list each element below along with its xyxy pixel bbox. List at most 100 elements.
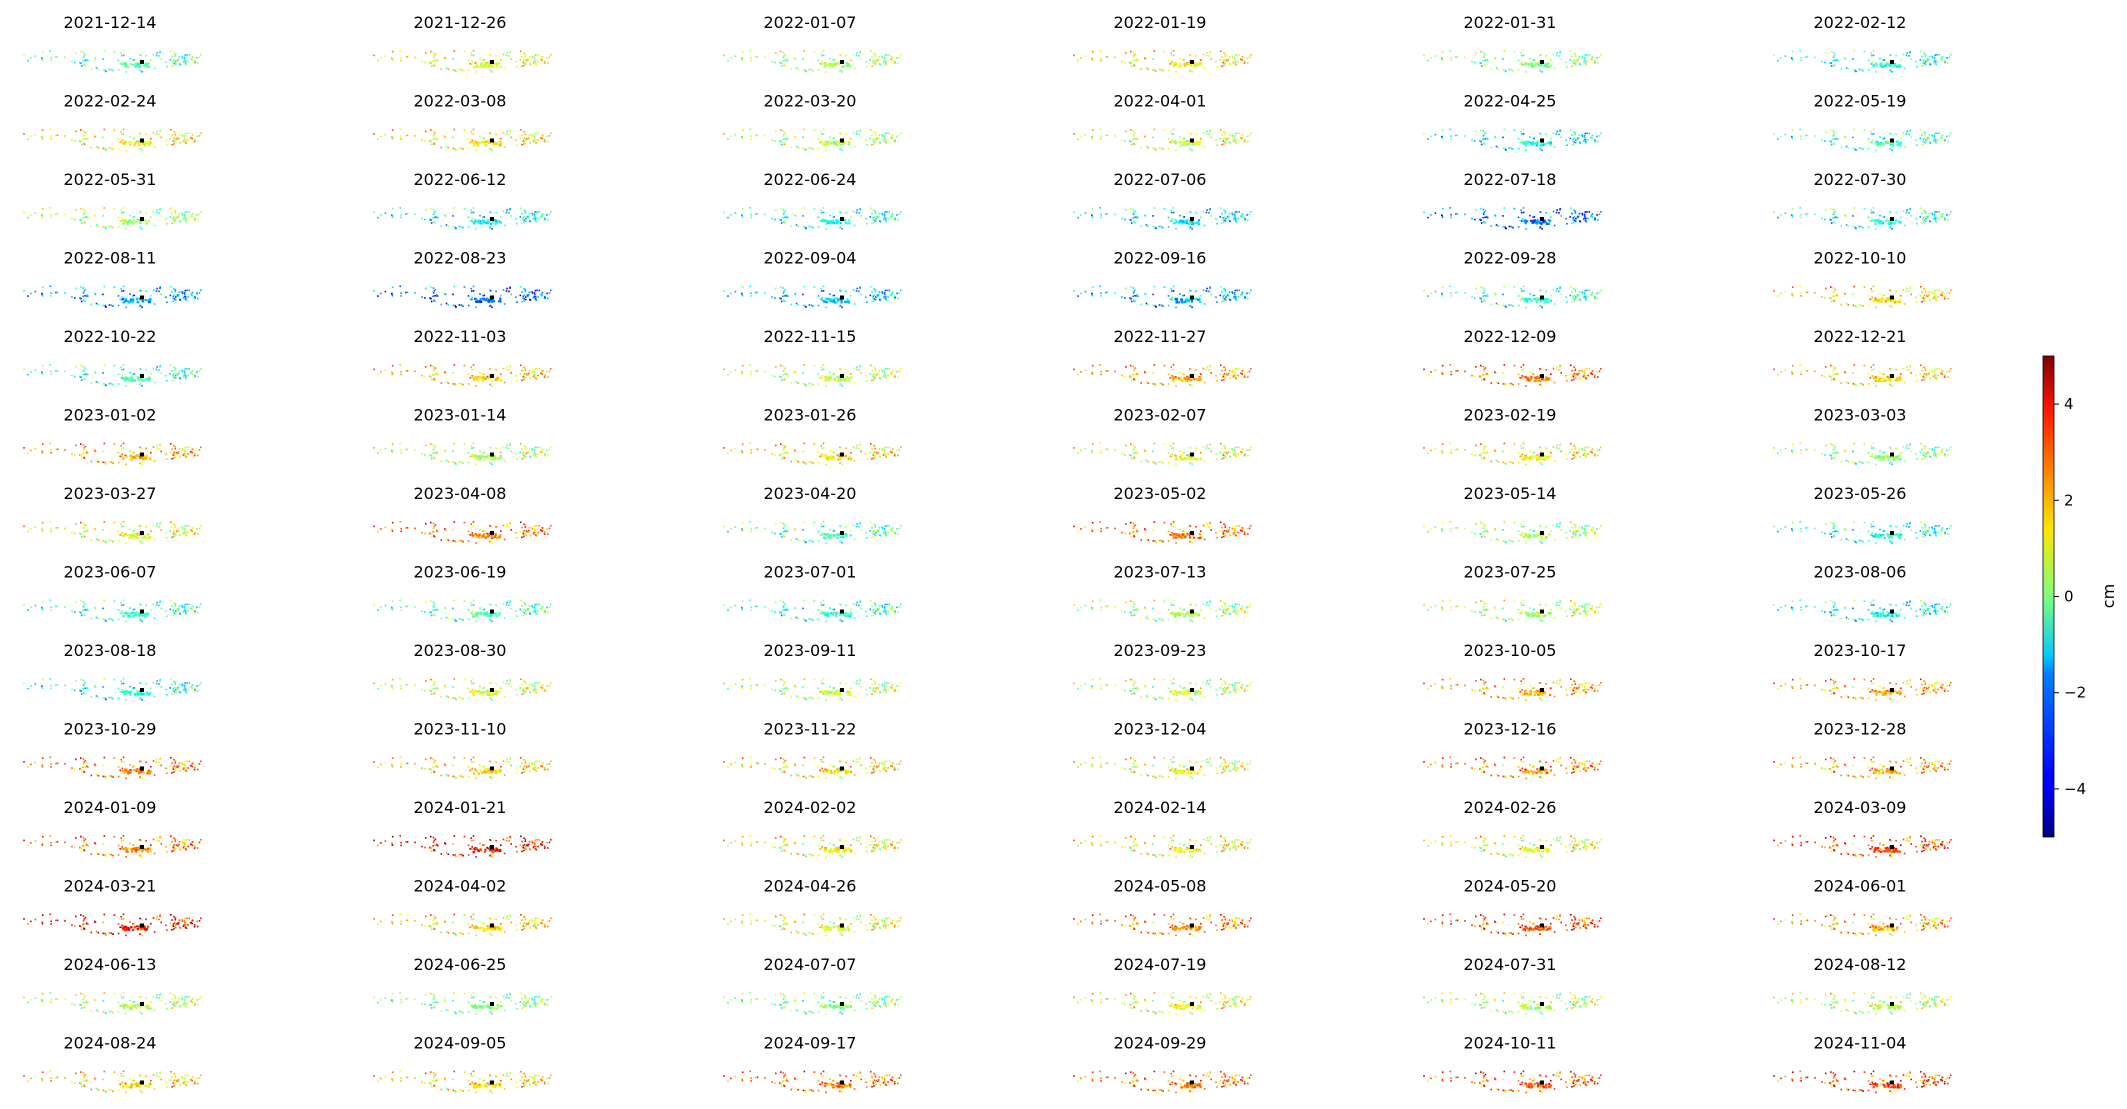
data-point xyxy=(1931,291,1933,293)
data-point xyxy=(1223,378,1225,381)
data-point xyxy=(819,63,821,65)
data-point xyxy=(491,385,493,387)
data-point xyxy=(165,296,167,298)
data-point xyxy=(1133,299,1135,302)
data-point xyxy=(821,141,823,144)
panel-title: 2022-04-01 xyxy=(1114,92,1207,111)
data-point xyxy=(1233,56,1236,59)
data-point xyxy=(794,58,797,60)
data-point xyxy=(884,54,887,56)
data-point xyxy=(898,56,901,59)
data-point xyxy=(1806,56,1809,58)
data-point xyxy=(794,372,797,374)
data-point xyxy=(185,377,188,380)
data-point xyxy=(822,128,825,131)
data-point xyxy=(1821,217,1823,220)
data-point xyxy=(1205,211,1208,214)
data-point xyxy=(1520,130,1522,133)
data-point xyxy=(774,218,776,221)
data-point xyxy=(1549,143,1552,146)
data-point xyxy=(1186,218,1188,221)
data-point xyxy=(847,301,850,304)
data-point xyxy=(1175,376,1177,379)
data-point xyxy=(1553,303,1556,305)
data-point xyxy=(873,59,876,61)
data-point xyxy=(1229,63,1232,66)
data-point xyxy=(124,65,127,68)
data-point xyxy=(874,133,877,136)
data-point xyxy=(160,136,162,139)
panel-2022-09-04: 2022-09-04 xyxy=(723,249,902,309)
data-point xyxy=(838,379,842,382)
data-point xyxy=(1227,58,1229,61)
data-point xyxy=(539,215,542,218)
data-point xyxy=(1941,294,1943,297)
data-point xyxy=(377,373,379,376)
data-point xyxy=(425,366,427,368)
data-point xyxy=(893,296,896,298)
data-point xyxy=(1171,63,1173,65)
data-point xyxy=(884,295,887,298)
data-point xyxy=(79,297,82,299)
data-point xyxy=(1814,135,1816,137)
data-point xyxy=(1886,297,1889,300)
data-point xyxy=(1073,290,1075,292)
data-point xyxy=(391,216,394,218)
data-point xyxy=(1539,70,1541,72)
data-point xyxy=(1235,63,1238,66)
data-point xyxy=(1188,141,1191,144)
data-point xyxy=(1170,52,1172,54)
data-point xyxy=(1589,215,1592,218)
data-point xyxy=(1197,219,1201,222)
data-point xyxy=(1502,215,1504,217)
data-point xyxy=(177,372,179,375)
data-point xyxy=(1862,148,1864,150)
data-point xyxy=(1100,213,1102,216)
data-point xyxy=(771,139,773,141)
data-point xyxy=(471,220,473,222)
data-point xyxy=(141,300,144,303)
data-point xyxy=(521,301,523,303)
data-point xyxy=(509,208,511,211)
data-point xyxy=(1233,370,1236,373)
data-point xyxy=(1530,65,1534,68)
data-point xyxy=(523,373,526,375)
data-point xyxy=(197,376,199,378)
data-point xyxy=(1191,228,1193,230)
data-point xyxy=(817,226,820,228)
data-point xyxy=(117,69,120,71)
data-point xyxy=(1598,56,1601,59)
data-point xyxy=(755,213,757,215)
data-point xyxy=(432,130,435,132)
data-point xyxy=(1147,68,1150,70)
data-point xyxy=(835,219,838,222)
data-point xyxy=(1931,135,1934,138)
data-point xyxy=(874,132,877,134)
data-point xyxy=(786,58,788,61)
data-point xyxy=(755,56,757,58)
data-point xyxy=(30,371,32,373)
data-point xyxy=(527,295,529,298)
data-point xyxy=(1080,292,1082,295)
data-point xyxy=(95,302,98,305)
data-point xyxy=(1130,207,1132,210)
data-point xyxy=(1162,148,1164,150)
data-point xyxy=(152,53,155,56)
data-point xyxy=(1474,375,1476,378)
data-point xyxy=(1526,379,1529,382)
data-point xyxy=(1550,59,1552,61)
data-point xyxy=(1209,208,1211,211)
data-point xyxy=(534,60,537,62)
data-point xyxy=(1220,129,1222,131)
data-point xyxy=(1152,383,1155,385)
data-point xyxy=(121,375,123,377)
data-point xyxy=(783,221,785,223)
data-point xyxy=(121,141,123,144)
data-point xyxy=(1863,50,1866,53)
data-point xyxy=(805,384,807,387)
data-point xyxy=(453,364,456,366)
data-point xyxy=(1130,50,1132,53)
data-point xyxy=(829,293,831,295)
data-point xyxy=(546,371,548,373)
data-point xyxy=(784,131,787,134)
